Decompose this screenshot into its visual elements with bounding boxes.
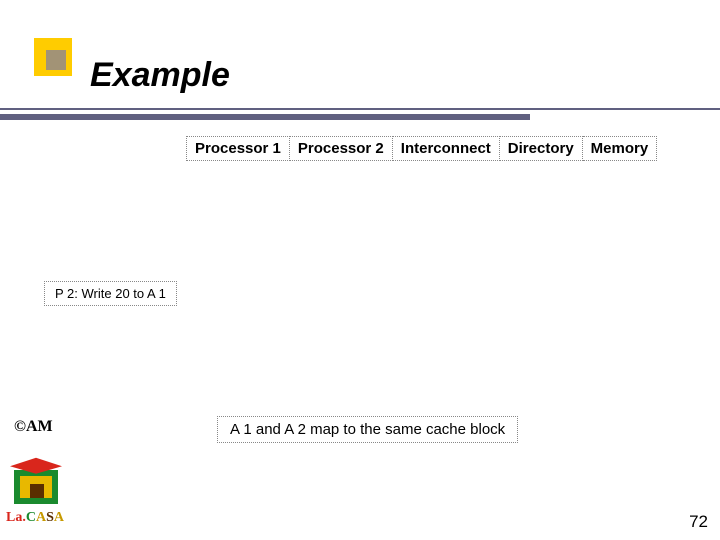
header-cell-memory: Memory [582, 137, 657, 161]
header-cell-processor-2: Processor 2 [289, 137, 392, 161]
lacasa-part-1: La. [6, 510, 26, 525]
lacasa-part-4: S [46, 510, 54, 525]
lacasa-part-3: A [36, 510, 46, 525]
title-rule-thick [0, 114, 530, 120]
column-header-table: Processor 1 Processor 2 Interconnect Dir… [186, 136, 657, 161]
lacasa-logo [10, 452, 62, 506]
lacasa-part-5: A [54, 510, 64, 525]
slide-title: Example [90, 56, 230, 95]
lacasa-wordmark: La.CASA [6, 510, 64, 526]
title-decor-slate-square [46, 50, 66, 70]
page-number: 72 [689, 512, 708, 532]
header-cell-directory: Directory [499, 137, 582, 161]
title-rule-thin [0, 108, 720, 110]
header-cell-processor-1: Processor 1 [187, 137, 290, 161]
logo-door [30, 484, 44, 498]
lacasa-part-2: C [26, 510, 36, 525]
event-label-box: P 2: Write 20 to A 1 [44, 281, 177, 306]
author-mark: ©AM [14, 418, 53, 436]
mapping-note-box: A 1 and A 2 map to the same cache block [217, 416, 518, 443]
header-cell-interconnect: Interconnect [392, 137, 499, 161]
